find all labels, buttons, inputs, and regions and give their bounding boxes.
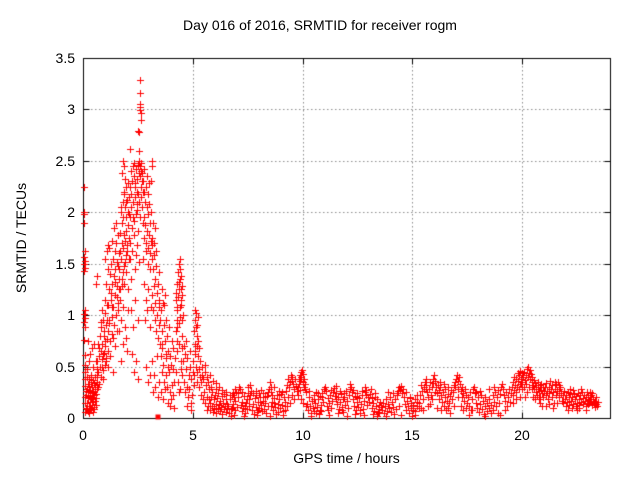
- y-tick-label: 1.5: [55, 256, 75, 272]
- y-tick-label: 3: [67, 101, 75, 117]
- y-tick-label: 3.5: [55, 50, 75, 66]
- x-tick-label: 15: [404, 427, 420, 443]
- x-tick-label: 5: [189, 427, 197, 443]
- y-tick-label: 1: [67, 307, 75, 323]
- y-tick-label: 0: [67, 410, 75, 426]
- y-axis-label: SRMTID / TECUs: [13, 182, 29, 294]
- x-tick-label: 0: [79, 427, 87, 443]
- x-tick-label: 20: [514, 427, 530, 443]
- y-tick-label: 2.5: [55, 153, 75, 169]
- x-axis-label: GPS time / hours: [293, 450, 400, 466]
- x-tick-label: 10: [295, 427, 311, 443]
- y-tick-label: 0.5: [55, 359, 75, 375]
- chart-title: Day 016 of 2016, SRMTID for receiver rog…: [183, 17, 457, 33]
- y-tick-label: 2: [67, 204, 75, 220]
